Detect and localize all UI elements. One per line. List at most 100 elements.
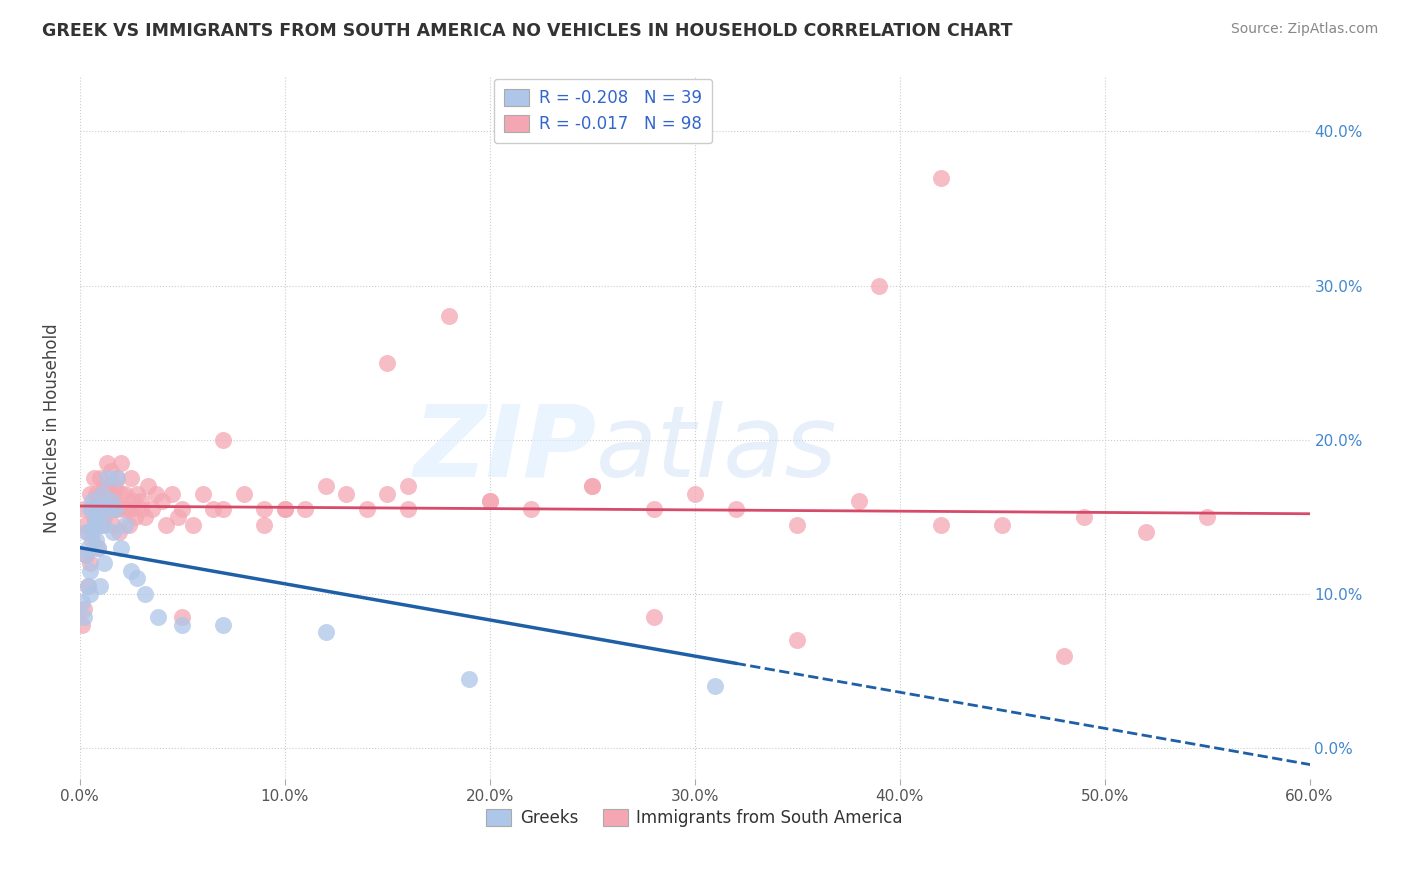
Point: [110, 541, 132, 555]
Point: [83, 471, 105, 485]
Point: [96, 471, 118, 485]
Point: [155, 517, 177, 532]
Point: [253, 502, 276, 516]
Point: [108, 525, 131, 540]
Point: [160, 486, 183, 500]
Point: [104, 502, 127, 516]
Point: [581, 479, 603, 493]
Point: [79, 564, 101, 578]
Point: [929, 170, 952, 185]
Point: [93, 479, 115, 493]
Point: [100, 494, 122, 508]
Point: [786, 517, 808, 532]
Point: [82, 533, 104, 547]
Point: [172, 617, 194, 632]
Point: [127, 572, 149, 586]
Point: [115, 502, 138, 516]
Point: [96, 456, 118, 470]
Point: [146, 610, 169, 624]
Point: [104, 502, 127, 516]
Point: [75, 525, 97, 540]
Point: [1135, 525, 1157, 540]
Point: [991, 517, 1014, 532]
Point: [118, 517, 141, 532]
Point: [75, 549, 97, 563]
Point: [253, 517, 276, 532]
Point: [167, 509, 190, 524]
Point: [929, 517, 952, 532]
Point: [77, 525, 100, 540]
Point: [84, 517, 107, 532]
Point: [96, 486, 118, 500]
Point: [105, 471, 128, 485]
Point: [375, 356, 398, 370]
Point: [212, 502, 235, 516]
Point: [101, 517, 124, 532]
Point: [79, 556, 101, 570]
Point: [91, 486, 114, 500]
Point: [191, 486, 214, 500]
Point: [79, 486, 101, 500]
Point: [172, 610, 194, 624]
Point: [100, 494, 122, 508]
Point: [1073, 509, 1095, 524]
Y-axis label: No Vehicles in Household: No Vehicles in Household: [44, 324, 60, 533]
Point: [77, 579, 100, 593]
Point: [1195, 509, 1218, 524]
Text: atlas: atlas: [596, 401, 838, 498]
Point: [104, 479, 127, 493]
Point: [87, 541, 110, 555]
Point: [643, 502, 665, 516]
Point: [274, 502, 297, 516]
Text: GREEK VS IMMIGRANTS FROM SOUTH AMERICA NO VEHICLES IN HOUSEHOLD CORRELATION CHAR: GREEK VS IMMIGRANTS FROM SOUTH AMERICA N…: [42, 22, 1012, 40]
Point: [150, 494, 173, 508]
Point: [704, 680, 727, 694]
Point: [172, 502, 194, 516]
Point: [134, 509, 156, 524]
Point: [131, 494, 153, 508]
Point: [83, 509, 105, 524]
Point: [100, 464, 122, 478]
Text: Source: ZipAtlas.com: Source: ZipAtlas.com: [1230, 22, 1378, 37]
Point: [73, 610, 96, 624]
Point: [519, 502, 541, 516]
Point: [83, 502, 105, 516]
Point: [120, 471, 142, 485]
Point: [97, 502, 120, 516]
Point: [93, 509, 115, 524]
Point: [110, 456, 132, 470]
Point: [89, 579, 111, 593]
Text: ZIP: ZIP: [413, 401, 596, 498]
Point: [84, 509, 107, 524]
Point: [120, 502, 142, 516]
Point: [82, 494, 104, 508]
Point: [93, 517, 115, 532]
Point: [848, 494, 870, 508]
Point: [84, 486, 107, 500]
Point: [84, 533, 107, 547]
Point: [356, 502, 378, 516]
Point: [105, 471, 128, 485]
Legend: Greeks, Immigrants from South America: Greeks, Immigrants from South America: [479, 802, 910, 834]
Point: [643, 610, 665, 624]
Point: [89, 502, 111, 516]
Point: [181, 517, 204, 532]
Point: [232, 486, 254, 500]
Point: [478, 494, 501, 508]
Point: [97, 502, 120, 516]
Point: [75, 517, 97, 532]
Point: [212, 433, 235, 447]
Point: [75, 549, 97, 563]
Point: [1052, 648, 1074, 663]
Point: [335, 486, 357, 500]
Point: [91, 517, 114, 532]
Point: [141, 502, 163, 516]
Point: [375, 486, 398, 500]
Point: [87, 517, 110, 532]
Point: [131, 502, 153, 516]
Point: [396, 479, 419, 493]
Point: [202, 502, 225, 516]
Point: [581, 479, 603, 493]
Point: [396, 502, 419, 516]
Point: [724, 502, 747, 516]
